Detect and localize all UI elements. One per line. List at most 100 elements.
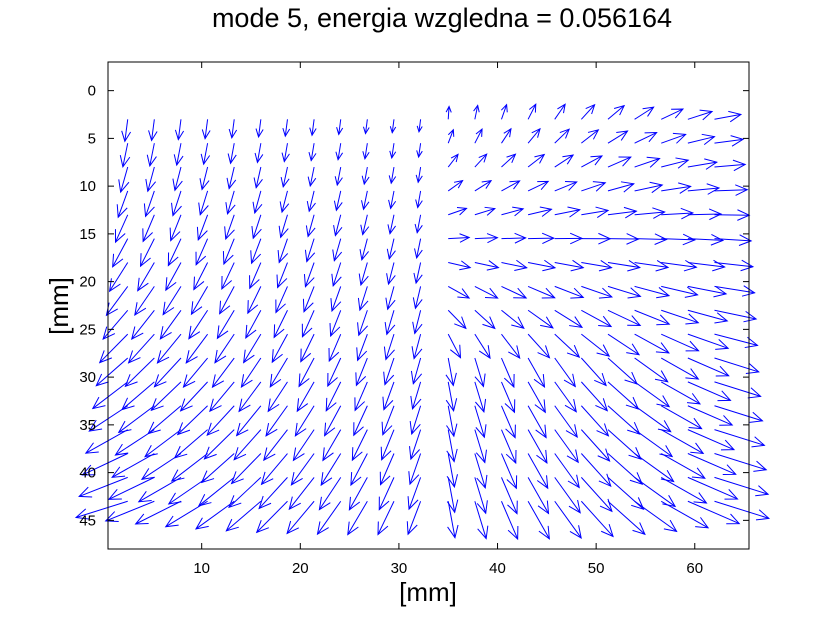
vector-arrow-head <box>280 176 290 189</box>
vector-arrow-shaft <box>283 143 288 162</box>
vector-arrow-shaft <box>273 310 288 338</box>
vector-arrow-head <box>415 199 423 209</box>
vector-arrow-head <box>271 349 283 364</box>
vector-arrow-head <box>351 447 363 462</box>
vector-arrow-head <box>616 130 629 141</box>
vector-arrow-shaft <box>687 111 713 120</box>
vector-arrow-head <box>699 109 714 121</box>
vector-arrow-shaft <box>407 501 422 535</box>
vector-arrow-shaft <box>387 286 395 310</box>
vector-arrow-shaft <box>554 381 577 413</box>
vector-arrow-shaft <box>159 309 182 340</box>
vector-arrow-head <box>333 200 343 212</box>
vector-arrow-head <box>381 421 393 436</box>
x-tick-label: 10 <box>193 560 210 577</box>
vector-arrow-head <box>538 525 550 540</box>
vector-arrow-head <box>265 423 278 437</box>
vector-arrow-shaft <box>231 453 262 484</box>
vector-arrow-head <box>500 103 508 113</box>
vector-arrow-head <box>629 472 644 485</box>
vector-arrow-shaft <box>581 129 599 144</box>
vector-arrow-shaft <box>687 262 725 268</box>
vector-arrow-head <box>148 130 158 142</box>
vector-arrow-shaft <box>267 381 288 412</box>
vector-arrow-head <box>108 278 121 293</box>
vector-arrow-head <box>598 287 614 299</box>
vector-arrow-shaft <box>687 476 738 500</box>
vector-arrow-shaft <box>154 357 182 388</box>
vector-arrow-shaft <box>209 381 235 412</box>
vector-arrow-head <box>139 253 151 268</box>
vector-arrow-shaft <box>386 310 395 335</box>
vector-arrow-shaft <box>265 405 288 437</box>
vector-arrow-shaft <box>188 309 209 339</box>
vector-arrow-shaft <box>581 155 603 168</box>
vector-arrow-head <box>114 229 126 244</box>
vector-arrow-head <box>411 346 423 360</box>
vector-arrow-shaft <box>195 238 209 265</box>
vector-arrow-head <box>475 128 483 137</box>
vector-arrow-shaft <box>714 500 770 519</box>
vector-arrow-shaft <box>714 262 753 268</box>
vector-arrow-head <box>504 399 516 414</box>
vector-arrow-head <box>457 288 471 299</box>
vector-arrow-shaft <box>580 381 608 412</box>
vector-arrow-shaft <box>687 405 733 426</box>
vector-arrow-head <box>476 474 488 490</box>
vector-arrow-head <box>486 233 499 244</box>
vector-arrow-shaft <box>138 476 182 503</box>
vector-arrow-head <box>454 316 467 330</box>
vector-arrow-head <box>475 449 487 464</box>
vector-arrow-head <box>533 374 546 389</box>
vector-arrow-shaft <box>554 477 581 514</box>
vector-arrow-head <box>474 373 486 388</box>
vector-arrow-shaft <box>554 309 583 328</box>
vector-arrow-shaft <box>408 477 422 510</box>
vector-arrow-shaft <box>501 104 508 120</box>
vector-arrow-shaft <box>118 405 155 433</box>
vector-arrow-head <box>704 158 718 170</box>
vector-arrow-shaft <box>360 262 368 286</box>
vector-arrow-head <box>406 521 418 536</box>
vector-arrow-head <box>747 387 762 399</box>
vector-arrow-shaft <box>174 166 182 191</box>
vector-arrow-head <box>200 153 211 166</box>
vector-arrow-head <box>412 321 423 335</box>
vector-arrow-head <box>755 509 771 521</box>
vector-arrow-head <box>150 398 164 412</box>
vector-arrow-head <box>564 181 578 191</box>
vector-arrow-head <box>359 249 369 261</box>
x-tick-label: 40 <box>489 560 506 577</box>
vector-arrow-head <box>306 200 316 213</box>
vector-arrow-shaft <box>245 310 262 339</box>
vector-arrow-head <box>749 411 764 423</box>
vector-arrow-shaft <box>144 429 182 457</box>
vector-arrow-shaft <box>527 405 547 438</box>
vector-arrow-shaft <box>474 333 491 359</box>
vector-arrow-shaft <box>180 381 208 412</box>
vector-arrow-shaft <box>195 500 235 530</box>
vector-arrow-shaft <box>554 209 580 216</box>
vector-arrow-shaft <box>261 453 288 485</box>
vector-arrow-head <box>121 130 132 143</box>
vector-arrow-shaft <box>240 357 262 388</box>
vector-arrow-shaft <box>501 501 519 540</box>
vector-arrow-shaft <box>255 166 262 188</box>
vector-arrow-shaft <box>203 143 209 165</box>
vector-arrow-head <box>481 180 493 189</box>
vector-arrow-shaft <box>284 119 288 137</box>
vector-arrow-shaft <box>216 310 235 339</box>
vector-arrow-head <box>730 135 745 147</box>
vector-arrow-shaft <box>660 405 702 430</box>
vector-arrow-head <box>383 371 395 386</box>
vector-arrow-head <box>568 499 581 514</box>
vector-arrow-shaft <box>527 381 546 413</box>
vector-arrow-head <box>203 446 217 460</box>
vector-arrow-shaft <box>687 309 728 322</box>
vector-arrow-head <box>165 277 177 292</box>
vector-arrow-shaft <box>185 333 209 364</box>
vector-arrow-shaft <box>111 453 155 478</box>
vector-arrow-shaft <box>277 262 288 288</box>
vector-arrow-head <box>592 181 607 192</box>
vector-arrow-head <box>145 178 157 193</box>
